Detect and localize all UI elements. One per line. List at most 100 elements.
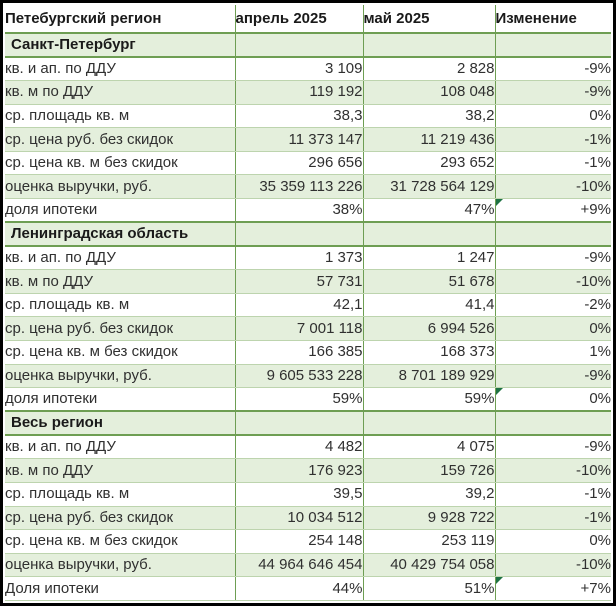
- region-stats-table: Петебургский регион апрель 2025 май 2025…: [5, 5, 611, 601]
- metric-row: ср. цена кв. м без скидок 296 656 293 652-…: [5, 151, 611, 176]
- april-value-cell: 7 001 118: [235, 316, 364, 342]
- section-empty-cell: [495, 410, 611, 437]
- metric-row: ср. цена руб. без скидок 7 001 118 6 994 5…: [5, 316, 611, 342]
- may-value-cell: 6 994 526: [363, 316, 496, 342]
- metric-label-cell: кв. м по ДДУ: [5, 458, 236, 483]
- may-value-cell: 41,4: [363, 293, 496, 318]
- april-value-cell: 38%: [235, 198, 364, 223]
- metric-row: ср. цена кв. м без скидок 254 148 253 119 0…: [5, 529, 611, 554]
- change-value-cell: +7%: [495, 576, 611, 601]
- may-value-cell: 4 075: [363, 435, 496, 460]
- april-value-cell: 59%: [235, 387, 364, 412]
- may-value-cell: 2 828: [363, 57, 496, 82]
- may-value-cell: 1 247: [363, 246, 496, 271]
- change-value-cell: -2%: [495, 293, 611, 318]
- change-value-cell: -10%: [495, 269, 611, 294]
- change-value-cell: -9%: [495, 435, 611, 460]
- section-title-cell: Весь регион: [5, 410, 236, 437]
- may-value-cell: 39,2: [363, 482, 496, 507]
- metric-label-cell: кв. и ап. по ДДУ: [5, 435, 236, 460]
- metric-label-cell: кв. м по ДДУ: [5, 269, 236, 294]
- section-empty-cell: [235, 410, 364, 437]
- header-row: Петебургский регион апрель 2025 май 2025…: [5, 5, 611, 34]
- metric-row: оценка выручки, руб. 35 359 113 226 31 728…: [5, 174, 611, 200]
- may-value-cell: 159 726: [363, 458, 496, 483]
- may-value-cell: 9 928 722: [363, 506, 496, 531]
- may-value-cell: 59%: [363, 387, 496, 412]
- april-value-cell: 4 482: [235, 435, 364, 460]
- april-value-cell: 38,3: [235, 104, 364, 129]
- may-value-cell: 293 652: [363, 151, 496, 176]
- metric-label-cell: ср. площадь кв. м: [5, 104, 236, 129]
- metric-label-cell: ср. цена кв. м без скидок: [5, 151, 236, 176]
- metric-label-cell: кв. м по ДДУ: [5, 80, 236, 105]
- april-value-cell: 1 373: [235, 246, 364, 271]
- april-value-cell: 42,1: [235, 293, 364, 318]
- april-value-cell: 3 109: [235, 57, 364, 82]
- metric-label-cell: оценка выручки, руб.: [5, 364, 236, 389]
- metric-label-cell: оценка выручки, руб.: [5, 553, 236, 578]
- section-empty-cell: [235, 221, 364, 248]
- metric-label-cell: ср. цена кв. м без скидок: [5, 529, 236, 554]
- metric-row: кв. м по ДДУ 176 923 159 726 -10%: [5, 458, 611, 483]
- metric-row: ср. цена кв. м без скидок 166 385 168 373 1…: [5, 340, 611, 365]
- metric-label-cell: ср. площадь кв. м: [5, 482, 236, 507]
- change-value-cell: -10%: [495, 458, 611, 483]
- change-value-cell: -1%: [495, 482, 611, 507]
- april-value-cell: 119 192: [235, 80, 364, 105]
- note-indicator-triangle-icon: [495, 199, 503, 207]
- section-empty-cell: [363, 410, 496, 437]
- metric-row: оценка выручки, руб. 44 964 646 454 40 429…: [5, 553, 611, 578]
- may-value-cell: 47%: [363, 198, 496, 223]
- april-value-cell: 39,5: [235, 482, 364, 507]
- may-value-cell: 38,2: [363, 104, 496, 129]
- change-value-cell: -1%: [495, 151, 611, 176]
- table-header: Петебургский регион апрель 2025 май 2025…: [5, 5, 611, 34]
- may-value-cell: 51%: [363, 576, 496, 601]
- metric-row: ср. цена руб. без скидок 11 373 147 11 219…: [5, 127, 611, 152]
- metric-row: ср. цена руб. без скидок 10 034 512 9 928 …: [5, 506, 611, 531]
- section-empty-cell: [363, 32, 496, 58]
- metric-label-cell: ср. цена руб. без скидок: [5, 127, 236, 152]
- change-value-cell: 0%: [495, 104, 611, 129]
- metric-label-cell: кв. и ап. по ДДУ: [5, 246, 236, 271]
- section-empty-cell: [363, 221, 496, 248]
- april-value-cell: 166 385: [235, 340, 364, 365]
- header-change-column: Изменение: [495, 5, 611, 34]
- april-value-cell: 10 034 512: [235, 506, 364, 531]
- metric-label-cell: ср. площадь кв. м: [5, 293, 236, 318]
- change-value-cell: 1%: [495, 340, 611, 365]
- change-value-cell: -9%: [495, 364, 611, 389]
- april-value-cell: 35 359 113 226: [235, 174, 364, 200]
- april-value-cell: 44 964 646 454: [235, 553, 364, 578]
- april-value-cell: 11 373 147: [235, 127, 364, 152]
- table-body: Санкт-Петербург кв. и ап. по ДДУ 3 109 2 82…: [5, 32, 611, 601]
- section-empty-cell: [495, 32, 611, 58]
- section-header-row: Ленинградская область: [5, 221, 611, 248]
- may-value-cell: 108 048: [363, 80, 496, 105]
- metric-row: кв. м по ДДУ 57 731 51 678 -10%: [5, 269, 611, 294]
- may-value-cell: 31 728 564 129: [363, 174, 496, 200]
- april-value-cell: 254 148: [235, 529, 364, 554]
- metric-row: ср. площадь кв. м 39,5 39,2 -1%: [5, 482, 611, 507]
- april-value-cell: 9 605 533 228: [235, 364, 364, 389]
- metric-label-cell: доля ипотеки: [5, 198, 236, 223]
- section-empty-cell: [235, 32, 364, 58]
- metric-label-cell: ср. цена руб. без скидок: [5, 506, 236, 531]
- may-value-cell: 51 678: [363, 269, 496, 294]
- may-value-cell: 253 119: [363, 529, 496, 554]
- may-value-cell: 11 219 436: [363, 127, 496, 152]
- metric-row: доля ипотеки 59% 59% 0%: [5, 387, 611, 412]
- section-header-row: Санкт-Петербург: [5, 32, 611, 58]
- metric-row: кв. и ап. по ДДУ 3 109 2 828 -9%: [5, 57, 611, 82]
- metric-row: ср. площадь кв. м 42,1 41,4 -2%: [5, 293, 611, 318]
- section-title-cell: Ленинградская область: [5, 221, 236, 248]
- change-value-cell: +9%: [495, 198, 611, 223]
- section-title-cell: Санкт-Петербург: [5, 32, 236, 58]
- note-indicator-triangle-icon: [495, 388, 503, 396]
- change-value-cell: -1%: [495, 506, 611, 531]
- header-region-column: Петебургский регион: [5, 5, 236, 34]
- metric-row: Доля ипотеки 44% 51% +7%: [5, 576, 611, 601]
- metric-row: кв. м по ДДУ 119 192 108 048 -9%: [5, 80, 611, 105]
